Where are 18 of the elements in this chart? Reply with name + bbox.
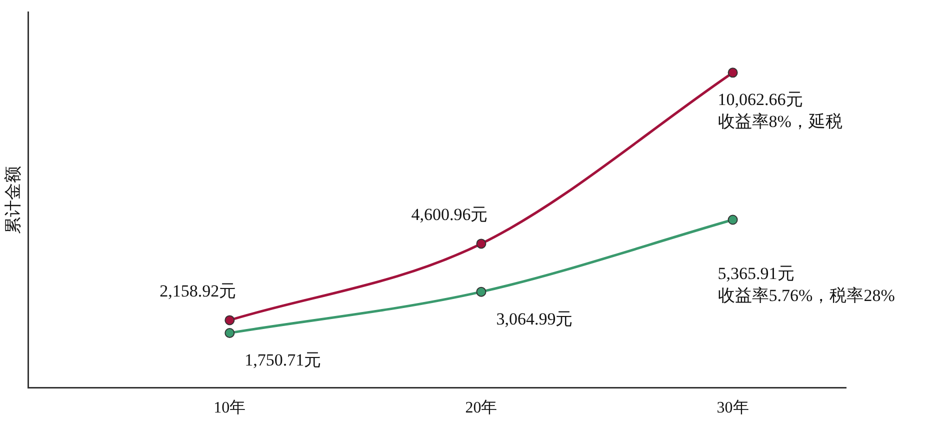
- x-tick-label: 30年: [716, 400, 749, 417]
- data-label: 2,158.92元: [160, 282, 236, 301]
- y-axis-title: 累计金额: [4, 166, 23, 234]
- data-label: 4,600.96元: [411, 205, 488, 224]
- data-label: 3,064.99元: [496, 309, 573, 328]
- data-label: 5,365.91元: [718, 264, 794, 284]
- point: [728, 68, 738, 78]
- data-label: 10,062.66元: [718, 90, 803, 110]
- point: [728, 214, 738, 225]
- x-tick-label: 20年: [465, 400, 498, 417]
- point: [224, 315, 235, 326]
- text: 收益率5.76%，税率28%: [718, 286, 895, 306]
- x-tick-label: 10年: [214, 400, 246, 417]
- data-label: 1,750.71元: [244, 350, 322, 370]
- point: [224, 328, 235, 338]
- point: [476, 286, 486, 297]
- point: [476, 238, 486, 249]
- series-label: 收益率8%，延税: [718, 112, 842, 132]
